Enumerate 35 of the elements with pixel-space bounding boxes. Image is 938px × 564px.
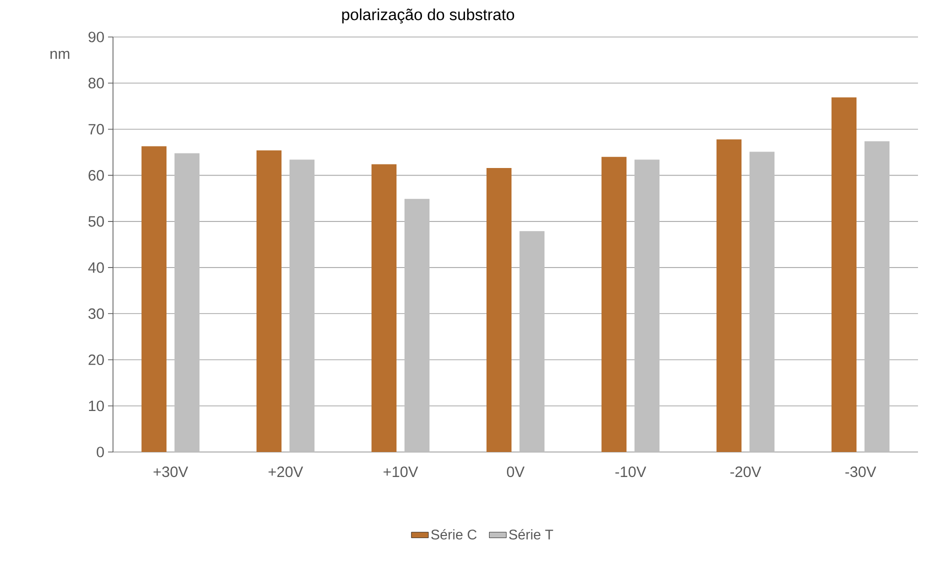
x-tick-label: +10V: [384, 466, 418, 478]
chart-title: polarização do substrato: [342, 8, 514, 24]
y-tick-label: 50: [88, 216, 104, 227]
y-tick-label: 60: [88, 170, 104, 181]
bar: [634, 160, 660, 452]
y-tick-label: 30: [88, 308, 104, 319]
bar: [372, 164, 397, 452]
y-tick-label: 90: [88, 32, 104, 42]
bar: [290, 160, 315, 452]
x-tick-label: +30V: [154, 466, 188, 478]
y-tick-label: 70: [88, 124, 104, 134]
bar: [832, 97, 857, 452]
bar: [716, 139, 742, 452]
y-tick-label: 10: [89, 400, 104, 412]
y-tick-label: 40: [88, 262, 104, 273]
y-tick-label: 20: [88, 354, 104, 366]
x-tick-label: -20V: [730, 466, 762, 478]
bar: [142, 146, 167, 452]
bar: [174, 153, 200, 452]
y-axis-title: nm: [50, 50, 70, 59]
x-tick-label: -10V: [615, 466, 646, 478]
legend-label: Série C: [431, 529, 477, 540]
bar: [404, 198, 430, 452]
x-tick-label: +20V: [268, 466, 304, 478]
bar: [602, 156, 627, 452]
bar: [256, 150, 282, 452]
bar: [486, 168, 512, 452]
bar: [520, 231, 545, 452]
bar: [864, 141, 890, 452]
y-tick-label: 80: [88, 78, 104, 88]
bar: [750, 152, 775, 452]
x-tick-label: -30V: [845, 466, 876, 478]
x-tick-label: 0V: [506, 466, 525, 478]
legend-label: Série T: [509, 529, 554, 540]
y-tick-label: 0: [96, 446, 104, 458]
